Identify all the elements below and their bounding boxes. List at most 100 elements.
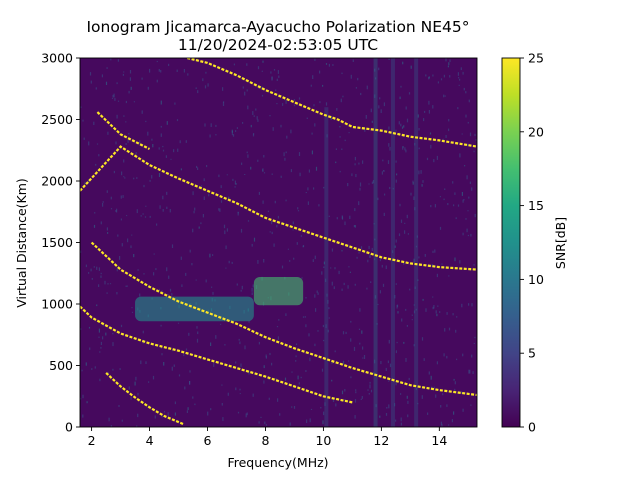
noise-speck (262, 60, 264, 63)
noise-speck (188, 332, 190, 336)
noise-speck (129, 77, 131, 81)
noise-speck (267, 210, 269, 213)
noise-speck (261, 70, 263, 72)
noise-speck (413, 196, 415, 200)
noise-speck (261, 86, 263, 90)
noise-speck (265, 354, 267, 358)
noise-speck (298, 152, 301, 156)
noise-speck (127, 139, 129, 143)
noise-speck (402, 146, 404, 150)
noise-speck (80, 106, 82, 108)
noise-speck (468, 99, 470, 103)
noise-speck (371, 247, 373, 251)
noise-speck (415, 388, 417, 391)
noise-speck (361, 330, 363, 334)
noise-speck (314, 58, 316, 61)
noise-speck (98, 328, 100, 333)
noise-speck (407, 414, 409, 418)
noise-speck (206, 165, 208, 168)
noise-speck (453, 378, 455, 381)
noise-speck (142, 213, 144, 215)
noise-speck (162, 149, 165, 152)
trace-5 (96, 111, 150, 150)
noise-speck (442, 393, 444, 396)
noise-speck (251, 287, 253, 292)
noise-speck (139, 140, 141, 145)
noise-speck (292, 229, 294, 231)
noise-speck (102, 324, 104, 327)
colorbar (501, 57, 521, 428)
noise-speck (388, 339, 390, 344)
noise-speck (171, 366, 173, 371)
noise-speck (248, 320, 250, 323)
noise-speck (234, 186, 236, 188)
noise-speck (374, 359, 376, 364)
noise-speck (98, 336, 100, 338)
noise-speck (342, 360, 345, 365)
noise-speck (174, 412, 176, 416)
noise-speck (323, 261, 325, 265)
noise-speck (110, 208, 113, 210)
noise-speck (326, 293, 328, 297)
noise-speck (434, 249, 436, 253)
noise-speck (203, 196, 205, 200)
x-tick-label: 8 (261, 433, 269, 448)
noise-speck (350, 74, 352, 79)
noise-speck (374, 295, 377, 299)
noise-speck (235, 130, 237, 132)
noise-speck (137, 413, 139, 418)
noise-speck (144, 216, 147, 218)
noise-speck (417, 114, 419, 118)
noise-speck (401, 318, 403, 322)
noise-speck (117, 59, 119, 62)
noise-speck (136, 209, 138, 214)
y-tick-label: 500 (49, 358, 73, 373)
noise-speck (145, 205, 147, 207)
noise-speck (189, 370, 191, 373)
noise-speck (276, 78, 278, 81)
noise-speck (227, 392, 229, 396)
noise-speck (354, 208, 356, 212)
noise-speck (423, 118, 425, 122)
noise-speck (140, 360, 142, 365)
noise-speck (471, 303, 473, 307)
colorbar-tick-label: 20 (528, 124, 544, 139)
y-tick-label: 2500 (41, 112, 73, 127)
noise-speck (81, 369, 83, 372)
noise-speck (128, 386, 130, 390)
noise-speck (362, 357, 364, 359)
y-tick-label: 3000 (41, 51, 73, 66)
noise-speck (354, 283, 356, 286)
noise-speck (407, 233, 409, 235)
noise-speck (94, 366, 96, 369)
noise-speck (432, 74, 434, 77)
noise-speck (90, 80, 92, 84)
noise-speck (408, 92, 411, 95)
noise-speck (342, 331, 345, 335)
noise-speck (186, 410, 188, 413)
noise-speck (130, 245, 132, 249)
noise-speck (131, 307, 133, 309)
noise-speck (350, 376, 352, 379)
noise-speck (161, 353, 163, 356)
noise-speck (202, 78, 204, 82)
noise-speck (417, 279, 419, 281)
noise-speck (360, 246, 363, 250)
noise-speck (152, 144, 154, 148)
noise-speck (176, 69, 178, 72)
noise-speck (348, 266, 350, 268)
noise-speck (388, 126, 390, 130)
noise-speck (331, 281, 333, 286)
noise-speck (360, 398, 362, 400)
noise-speck (167, 412, 169, 416)
noise-speck (251, 292, 253, 295)
noise-speck (117, 234, 119, 237)
colorbar-tick-label: 0 (528, 420, 536, 435)
noise-speck (400, 393, 402, 395)
noise-speck (80, 397, 82, 400)
noise-speck (96, 304, 98, 307)
noise-speck (415, 245, 418, 248)
noise-speck (462, 353, 464, 357)
noise-speck (116, 114, 118, 119)
